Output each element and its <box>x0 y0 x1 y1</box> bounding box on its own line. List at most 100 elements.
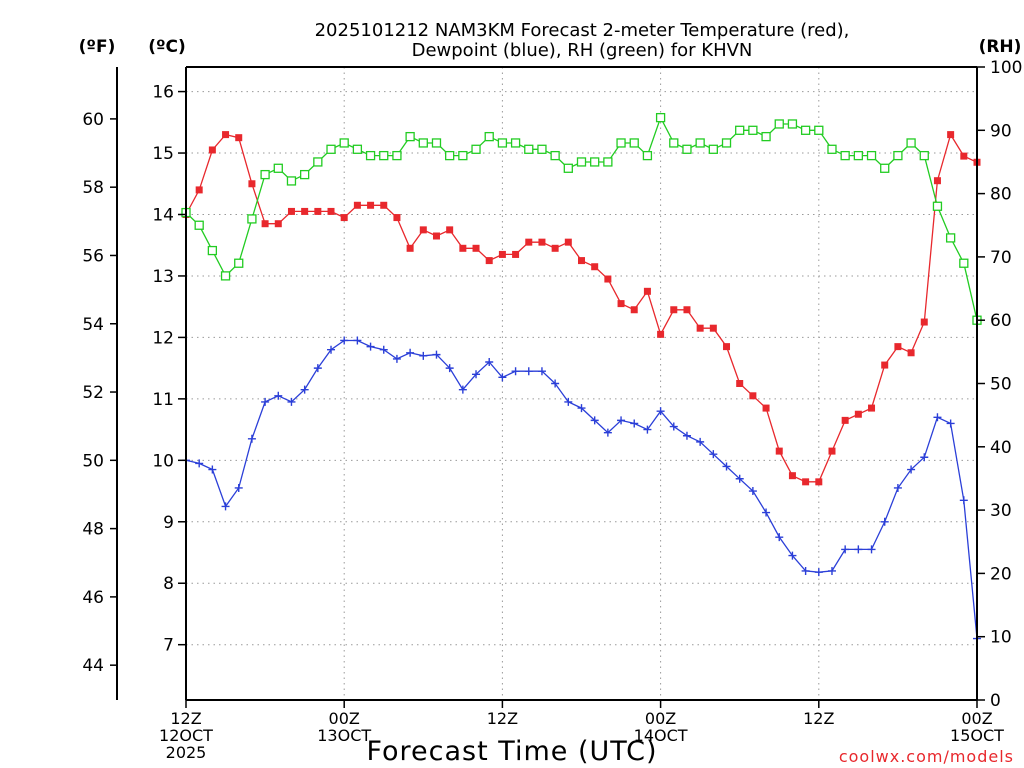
dewpoint-point <box>748 487 757 496</box>
dewpoint-point <box>327 345 336 354</box>
dewpoint-point <box>682 431 691 440</box>
2-meter-temperature-point <box>696 324 704 332</box>
2-meter-temperature-point <box>854 410 862 418</box>
dewpoint-point <box>472 370 481 379</box>
dewpoint-point <box>195 459 204 468</box>
time-tick-label: 13OCT <box>317 726 371 745</box>
dewpoint-point <box>946 419 955 428</box>
2-meter-temperature-point <box>235 134 243 142</box>
dewpoint-point <box>854 545 863 554</box>
dewpoint-point <box>643 425 652 434</box>
dewpoint-point <box>656 407 665 416</box>
rh-point <box>445 150 455 161</box>
2-meter-temperature-point <box>274 220 282 228</box>
rh-tick-label: 20 <box>990 564 1012 584</box>
2-meter-temperature-point <box>617 300 625 308</box>
rh-point <box>458 150 468 161</box>
time-tick-label: 12Z <box>487 709 518 728</box>
rh-point <box>906 138 916 148</box>
rh-point <box>576 157 587 167</box>
rh-point <box>787 119 798 129</box>
rh-point <box>326 144 336 154</box>
rh-point <box>761 131 771 142</box>
2-meter-temperature-point <box>498 250 506 258</box>
rh-point <box>629 138 639 148</box>
dewpoint-point <box>788 551 797 560</box>
rh-point <box>537 144 547 154</box>
2-meter-temperature-point <box>485 257 493 265</box>
series-layer <box>181 112 982 643</box>
dewpoint-point <box>841 545 850 554</box>
dewpoint-point <box>709 450 718 459</box>
rh-point <box>273 163 283 173</box>
rh-tick-label: 90 <box>990 121 1012 141</box>
rh-point <box>893 150 903 161</box>
fahrenheit-tick-label: 44 <box>82 656 104 676</box>
2-meter-temperature-point <box>314 207 322 215</box>
rh-point <box>563 163 573 173</box>
2-meter-temperature-point <box>393 214 401 222</box>
dewpoint-point <box>353 336 362 345</box>
rh-point <box>405 131 415 142</box>
dewpoint-point <box>564 397 573 406</box>
celsius-unit-label: (ºC) <box>148 37 186 57</box>
series-2-meter-temperature <box>182 131 981 486</box>
fahrenheit-tick-label: 48 <box>82 520 104 540</box>
2-meter-temperature-point <box>828 447 836 455</box>
dewpoint-point <box>498 373 507 382</box>
dewpoint-point <box>551 379 560 388</box>
2-meter-temperature-point <box>340 214 348 222</box>
axes-layer: 7 8 9 10 11 12 13 14 15 16 44 46 48 50 52 54 56 58 60 0 10 20… <box>82 58 1022 762</box>
rh-point <box>735 125 745 135</box>
dewpoint-point <box>933 413 942 422</box>
2-meter-temperature-point <box>947 131 955 139</box>
2-meter-temperature-point <box>881 361 889 369</box>
dewpoint-point <box>907 465 916 474</box>
2-meter-temperature-point <box>327 207 335 215</box>
rh-point <box>919 150 929 161</box>
dewpoint-point <box>880 517 889 526</box>
dewpoint-point <box>313 364 322 373</box>
dewpoint-point <box>827 566 836 575</box>
rh-point <box>510 138 521 148</box>
fahrenheit-tick-label: 50 <box>82 451 104 471</box>
rh-tick-label: 70 <box>990 248 1012 268</box>
rh-point <box>642 150 653 161</box>
dewpoint-point <box>630 419 639 428</box>
2-meter-temperature-point <box>301 207 309 215</box>
rh-point <box>234 258 244 268</box>
celsius-tick-label: 7 <box>163 636 174 656</box>
rh-point <box>800 125 811 135</box>
2-meter-temperature-point <box>538 238 546 246</box>
rh-point <box>194 220 204 230</box>
rh-point <box>471 144 481 154</box>
rh-point <box>352 144 363 154</box>
rh-point <box>840 150 850 161</box>
2-meter-temperature-point <box>208 146 216 154</box>
2-meter-temperature-point <box>367 201 375 209</box>
dewpoint-point <box>867 545 876 554</box>
rh-point <box>866 150 877 161</box>
2-meter-temperature-point <box>472 244 480 252</box>
dewpoint-point <box>775 533 784 542</box>
dewpoint-point <box>814 568 823 577</box>
dewpoint-point <box>287 397 296 406</box>
2-meter-temperature-point <box>709 324 717 332</box>
fahrenheit-tick-label: 56 <box>82 246 104 266</box>
fahrenheit-tick-label: 60 <box>82 110 104 130</box>
celsius-tick-label: 11 <box>152 390 174 410</box>
celsius-tick-label: 12 <box>152 328 174 348</box>
dewpoint-point <box>696 437 705 446</box>
fahrenheit-tick-label: 58 <box>82 178 104 198</box>
dewpoint-point <box>603 428 612 437</box>
2-meter-temperature-point <box>868 404 876 412</box>
2-meter-temperature-point <box>261 220 269 228</box>
rh-point <box>365 150 376 161</box>
series-dewpoint <box>182 336 981 643</box>
dewpoint-point <box>524 367 533 376</box>
rh-point <box>260 169 270 180</box>
rh-point <box>247 214 257 224</box>
dewpoint-point <box>722 462 731 471</box>
rh-point <box>286 176 297 186</box>
